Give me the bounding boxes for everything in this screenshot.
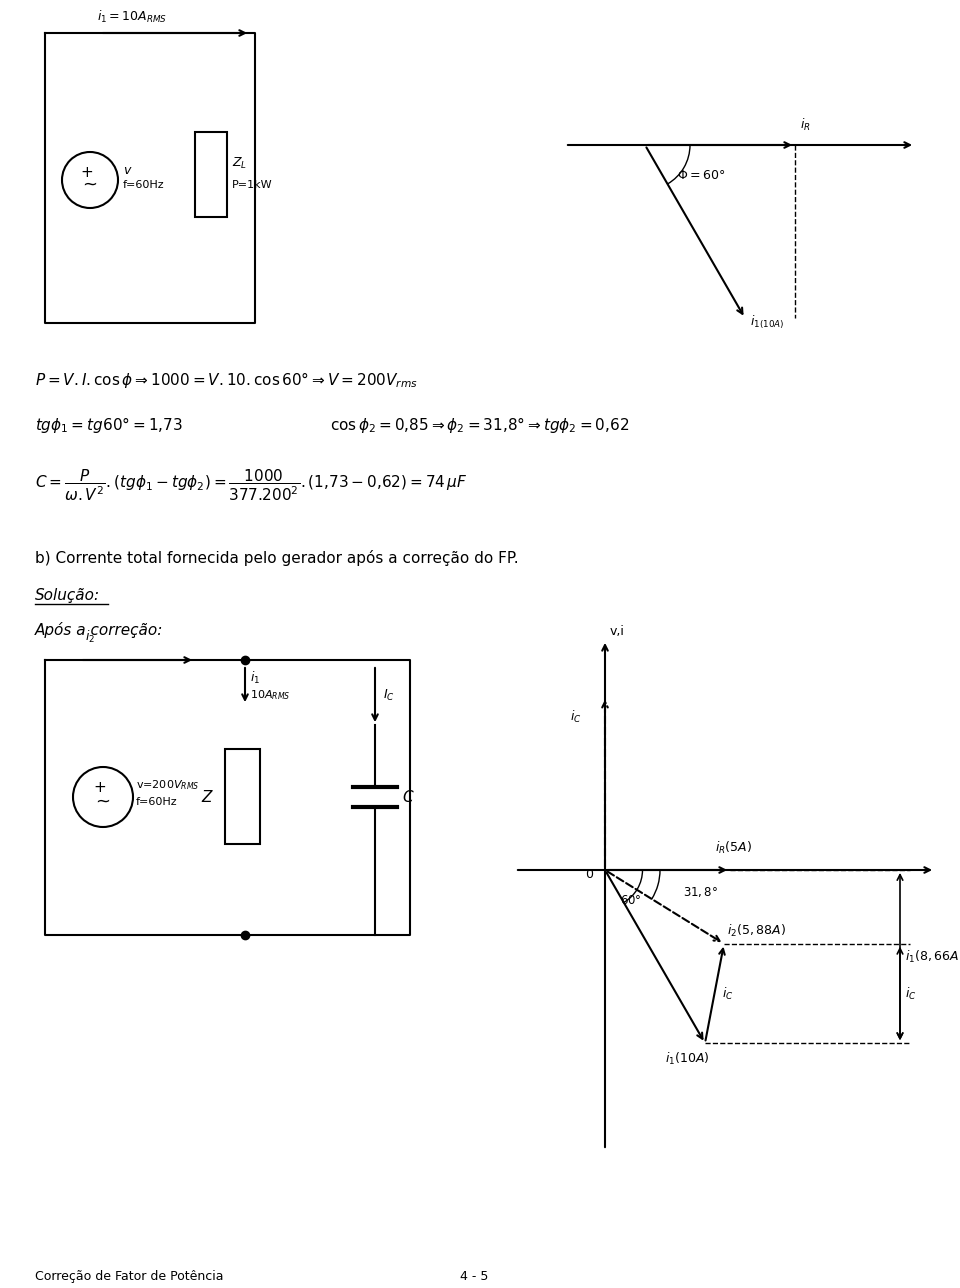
Text: ~: ~ [95,793,110,811]
Text: $31,8°$: $31,8°$ [683,885,718,899]
Text: $i_1(10A)$: $i_1(10A)$ [665,1051,709,1068]
Text: 4 - 5: 4 - 5 [460,1270,489,1283]
Text: $i_1=10A_{RMS}$: $i_1=10A_{RMS}$ [97,9,167,24]
Text: $i_1(8,66A)$: $i_1(8,66A)$ [905,948,960,965]
Text: Após a correção:: Após a correção: [35,622,163,638]
Text: $Z_L$: $Z_L$ [232,156,247,170]
Bar [225,750,260,844]
Text: $I_C$: $I_C$ [383,688,395,702]
Text: $i_R$: $i_R$ [800,117,811,133]
Text: Correção de Fator de Potência: Correção de Fator de Potência [35,1270,224,1283]
Text: f=60Hz: f=60Hz [123,180,164,191]
Text: ~: ~ [83,176,98,194]
Text: v,i: v,i [610,625,625,638]
Bar [195,131,227,216]
Text: $i_C$: $i_C$ [570,708,582,725]
Text: $60°$: $60°$ [620,894,641,907]
Text: C: C [402,790,413,805]
Text: Solução:: Solução: [35,589,100,603]
Text: $i_2$: $i_2$ [85,629,95,645]
Text: $i_C$: $i_C$ [723,985,734,1002]
Text: $i_{1(10A)}$: $i_{1(10A)}$ [750,313,784,331]
Text: f=60Hz: f=60Hz [136,797,178,808]
Text: $i_R(5A)$: $i_R(5A)$ [715,840,752,857]
Text: 0: 0 [585,868,593,881]
Text: P=1kW: P=1kW [232,180,273,191]
Text: $C = \dfrac{P}{\omega.V^2}.(tg\phi_1 - tg\phi_2) = \dfrac{1000}{377.200^2}.(1{,}: $C = \dfrac{P}{\omega.V^2}.(tg\phi_1 - t… [35,468,468,504]
Text: $i_C$: $i_C$ [905,985,917,1002]
Text: $i_1$: $i_1$ [250,670,260,687]
Text: $10A_{RMS}$: $10A_{RMS}$ [250,688,291,702]
Text: $tg\phi_1 = tg60° = 1{,}73$: $tg\phi_1 = tg60° = 1{,}73$ [35,415,182,435]
Text: +: + [94,779,107,795]
Text: $\Phi=60°$: $\Phi=60°$ [677,169,725,182]
Text: $P = V.I.\cos\phi \Rightarrow 1000 = V.10.\cos 60° \Rightarrow V = 200V_{rms}$: $P = V.I.\cos\phi \Rightarrow 1000 = V.1… [35,370,419,390]
Text: v=200$V_{RMS}$: v=200$V_{RMS}$ [136,778,200,792]
Text: $i_2(5,88A)$: $i_2(5,88A)$ [727,922,786,939]
Text: Z: Z [202,790,212,805]
Text: $\cos\phi_2 = 0{,}85 \Rightarrow \phi_2 = 31{,}8° \Rightarrow tg\phi_2 = 0{,}62$: $\cos\phi_2 = 0{,}85 \Rightarrow \phi_2 … [330,415,629,435]
Text: +: + [81,165,93,179]
Text: b) Corrente total fornecida pelo gerador após a correção do FP.: b) Corrente total fornecida pelo gerador… [35,550,518,565]
Text: v: v [123,164,131,176]
